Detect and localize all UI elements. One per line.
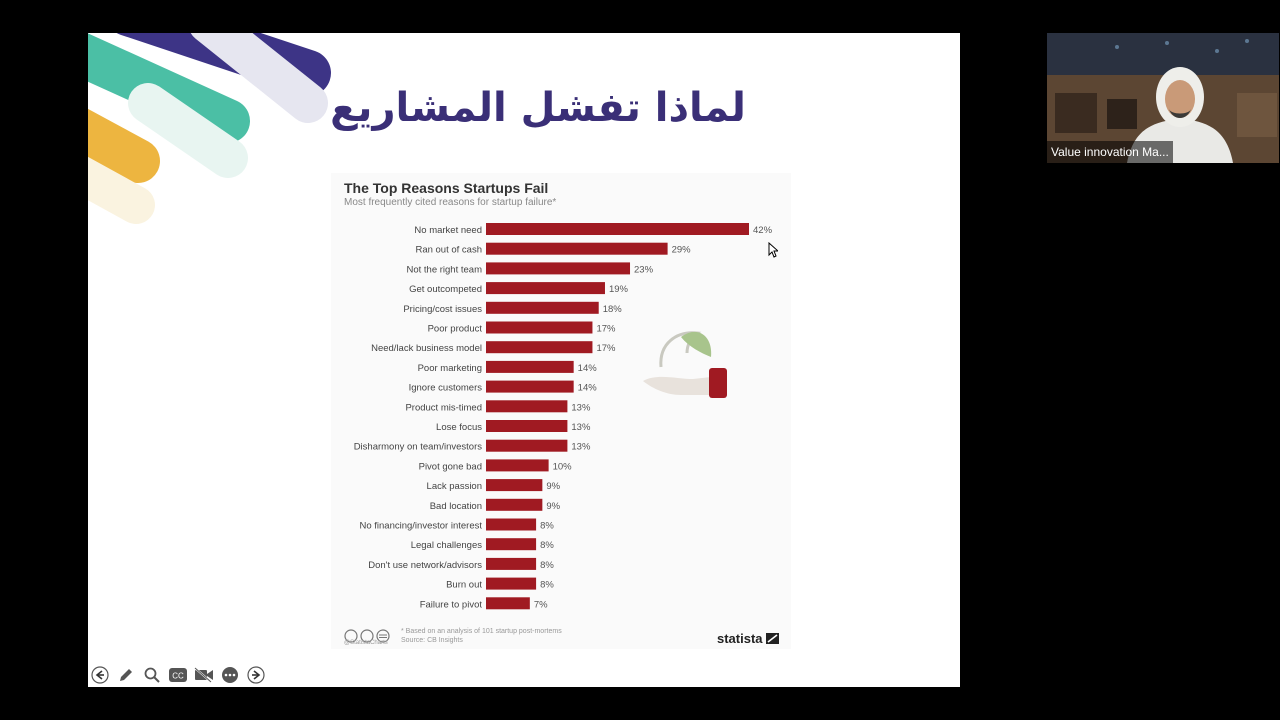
forward-arrow-icon — [247, 666, 265, 684]
value-label: 8% — [540, 580, 554, 591]
category-label: No market need — [414, 225, 482, 236]
value-label: 9% — [546, 481, 560, 492]
slide-title: لماذا تفشل المشاريع — [330, 85, 746, 131]
category-label: Product mis-timed — [405, 402, 482, 413]
bar — [486, 518, 537, 531]
bar — [486, 557, 537, 570]
value-label: 14% — [578, 363, 598, 374]
chart-footnote: * Based on an analysis of 101 startup po… — [401, 628, 562, 635]
statista-handle: @StatistaCharts — [344, 640, 388, 646]
category-label: Lose focus — [436, 422, 482, 433]
more-icon — [222, 667, 238, 683]
value-label: 13% — [571, 422, 591, 433]
value-label: 17% — [596, 324, 616, 335]
bar — [486, 538, 537, 551]
bar — [486, 380, 574, 393]
forward-button[interactable] — [245, 664, 267, 686]
category-label: Poor marketing — [418, 363, 482, 374]
value-label: 23% — [634, 264, 654, 275]
value-label: 13% — [571, 402, 591, 413]
bar-chart: No market need 42% Ran out of cash 29% Not t… — [354, 223, 773, 610]
svg-text:CC: CC — [172, 672, 184, 681]
bar — [486, 242, 668, 255]
creative-commons-icon — [344, 629, 390, 643]
category-label: Poor product — [428, 324, 483, 335]
value-label: 9% — [546, 501, 560, 512]
value-label: 19% — [609, 284, 629, 295]
bar — [486, 479, 543, 492]
category-label: Bad location — [430, 501, 482, 512]
bar — [486, 577, 537, 590]
bar — [486, 400, 568, 413]
statista-logo: statista — [717, 631, 779, 646]
value-label: 14% — [578, 383, 598, 394]
category-label: Ignore customers — [409, 383, 483, 394]
value-label: 10% — [553, 461, 573, 472]
chart-subtitle: Most frequently cited reasons for startu… — [344, 197, 557, 208]
decorative-stripes — [88, 33, 331, 224]
more-button[interactable] — [219, 664, 241, 686]
bar — [486, 360, 574, 373]
value-label: 8% — [540, 521, 554, 532]
back-arrow-icon — [91, 666, 109, 684]
video-off-icon — [194, 667, 213, 683]
category-label: Pivot gone bad — [419, 461, 482, 472]
zoom-icon — [144, 667, 160, 683]
bar — [486, 420, 568, 432]
value-label: 13% — [571, 442, 591, 453]
category-label: Failure to pivot — [420, 599, 483, 610]
category-label: Pricing/cost issues — [403, 304, 482, 315]
bar — [486, 459, 549, 472]
bar — [486, 498, 543, 511]
plant-in-hand-icon — [643, 331, 727, 398]
category-label: No financing/investor interest — [359, 521, 482, 532]
value-label: 18% — [603, 304, 623, 315]
category-label: Need/lack business model — [371, 343, 482, 354]
pen-button[interactable] — [115, 664, 137, 686]
statista-wordmark: statista — [717, 631, 763, 646]
mouse-cursor-icon — [768, 242, 778, 258]
presentation-slide: لماذا تفشل المشاريع The Top Reasons Star… — [88, 33, 960, 687]
value-label: 17% — [596, 343, 616, 354]
participant-video-tile[interactable]: Value innovation Ma... — [1047, 33, 1279, 163]
category-label: Lack passion — [427, 481, 482, 492]
statista-mark-icon — [765, 633, 779, 644]
chart-source: Source: CB Insights — [401, 637, 463, 644]
chart-title: The Top Reasons Startups Fail — [344, 180, 549, 196]
bar — [486, 597, 530, 610]
zoom-button[interactable] — [141, 664, 163, 686]
category-label: Burn out — [446, 580, 482, 591]
bar — [486, 262, 631, 275]
pen-icon — [120, 669, 132, 681]
captions-button[interactable]: CC — [167, 664, 189, 686]
value-label: 42% — [753, 225, 773, 236]
bar — [486, 321, 593, 334]
chart-card: The Top Reasons Startups Fail Most frequ… — [331, 173, 791, 649]
category-label: Ran out of cash — [415, 245, 482, 256]
bar — [486, 301, 599, 314]
value-label: 8% — [540, 560, 554, 571]
category-label: Legal challenges — [411, 540, 483, 551]
value-label: 29% — [672, 245, 692, 256]
bar — [486, 223, 749, 235]
value-label: 8% — [540, 540, 554, 551]
category-label: Not the right team — [406, 264, 482, 275]
back-button[interactable] — [89, 664, 111, 686]
bar — [486, 282, 605, 295]
captions-icon: CC — [169, 668, 187, 682]
value-label: 7% — [534, 599, 548, 610]
bar — [486, 439, 568, 452]
presentation-toolbar: CC — [89, 664, 267, 686]
bar — [486, 341, 593, 354]
category-label: Don't use network/advisors — [368, 560, 482, 571]
video-toggle-button[interactable] — [193, 664, 215, 686]
participant-name-label: Value innovation Ma... — [1047, 141, 1173, 163]
category-label: Disharmony on team/investors — [354, 442, 483, 453]
category-label: Get outcompeted — [409, 284, 482, 295]
